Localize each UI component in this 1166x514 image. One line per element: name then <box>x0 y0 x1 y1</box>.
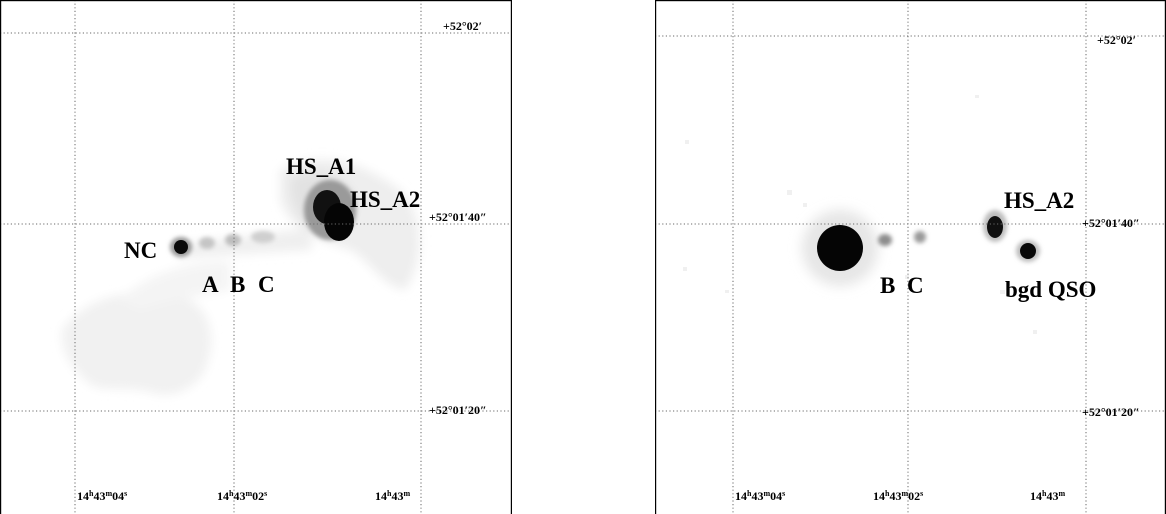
background-qso <box>1020 243 1036 259</box>
label-hs-a2: HS_A2 <box>350 187 420 212</box>
label-c: C <box>907 273 924 298</box>
ra-tick-label: 14h43m <box>375 489 410 503</box>
hotspots <box>304 180 356 241</box>
label-c: C <box>258 272 275 297</box>
right-panel: HS_A2 B C bgd QSO +52°02′ +52°01′40″ +52… <box>655 0 1166 514</box>
background-speckle <box>683 95 1037 334</box>
ra-tick-label: 14h43m04s <box>735 489 785 503</box>
ra-tick-label: 14h43m02s <box>873 489 923 503</box>
nucleus-core <box>817 225 863 271</box>
dec-tick-label: +52°01′40″ <box>1082 216 1140 230</box>
label-b: B <box>880 273 895 298</box>
coordinate-grid <box>655 0 1166 514</box>
jet-knots <box>170 231 275 257</box>
label-bgd-qso: bgd QSO <box>1005 277 1096 302</box>
ra-tick-label: 14h43m <box>1030 489 1065 503</box>
nucleus-core <box>174 240 188 254</box>
sources <box>802 210 1040 286</box>
dec-tick-label: +52°02′ <box>443 19 482 33</box>
dec-tick-label: +52°01′20″ <box>429 403 487 417</box>
ra-tick-label: 14h43m04s <box>77 489 127 503</box>
dec-tick-label: +52°02′ <box>1097 33 1136 47</box>
label-nc: NC <box>124 238 157 263</box>
ra-tick-label: 14h43m02s <box>217 489 267 503</box>
label-hs-a1: HS_A1 <box>286 154 356 179</box>
label-hs-a2: HS_A2 <box>1004 188 1074 213</box>
left-panel: HS_A1 HS_A2 NC A B C +52°02′ +52°01′40″ … <box>0 0 512 514</box>
dec-tick-label: +52°01′40″ <box>429 210 487 224</box>
right-image: HS_A2 B C bgd QSO +52°02′ +52°01′40″ +52… <box>655 0 1166 514</box>
dec-tick-label: +52°01′20″ <box>1082 405 1140 419</box>
left-image: HS_A1 HS_A2 NC A B C +52°02′ +52°01′40″ … <box>0 0 512 514</box>
label-b: B <box>230 272 245 297</box>
coordinate-grid <box>0 0 512 514</box>
label-a: A <box>202 272 219 297</box>
